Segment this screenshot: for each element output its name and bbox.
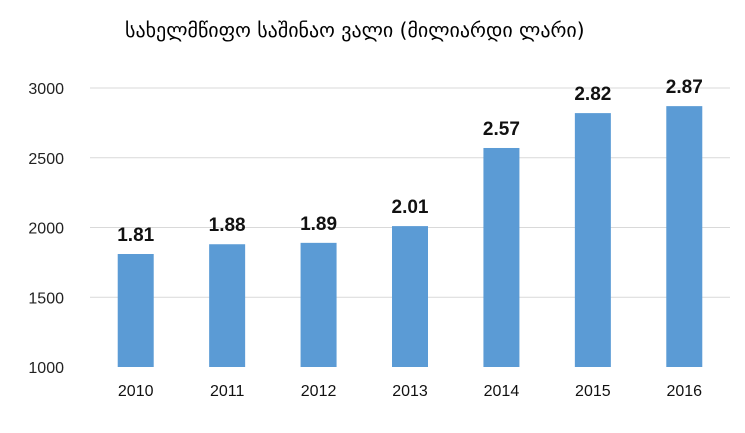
x-tick-label: 2011: [210, 383, 245, 400]
data-labels: 1.81 1.88 1.89 2.01 2.57 2.82 2.87: [117, 77, 703, 246]
x-axis-ticks: 2010 2011 2012 2013 2014 2015 2016: [118, 383, 702, 400]
data-label-2012: 1.89: [300, 214, 337, 235]
data-label-2013: 2.01: [392, 197, 429, 218]
bar-2010: [117, 254, 154, 367]
x-tick-label: 2016: [666, 383, 702, 400]
bar-2012: [300, 242, 337, 367]
data-label-2014: 2.57: [483, 119, 520, 140]
bar-2015: [574, 113, 611, 367]
x-tick-label: 2010: [118, 383, 154, 400]
bar-2016: [666, 106, 703, 367]
y-tick-label: 1000: [28, 360, 64, 377]
data-label-2010: 1.81: [117, 225, 154, 246]
data-label-2015: 2.82: [574, 84, 611, 105]
x-tick-label: 2012: [301, 383, 337, 400]
x-tick-label: 2013: [392, 383, 428, 400]
x-tick-label: 2015: [575, 383, 611, 400]
y-tick-label: 2000: [28, 221, 64, 238]
bar-2011: [209, 244, 246, 367]
y-tick-label: 1500: [28, 290, 64, 307]
bar-2014: [483, 147, 520, 367]
bars: [117, 106, 703, 367]
data-label-2016: 2.87: [666, 77, 703, 98]
y-tick-label: 3000: [28, 81, 64, 98]
bar-2013: [392, 226, 428, 367]
x-tick-label: 2014: [484, 383, 520, 400]
y-tick-label: 2500: [28, 151, 64, 168]
chart-title: სახელმწიფო საშინაო ვალი (მილიარდი ლარი): [125, 18, 585, 42]
data-label-2011: 1.88: [209, 215, 246, 236]
y-axis-ticks: 1000 1500 2000 2500 3000: [28, 81, 64, 377]
